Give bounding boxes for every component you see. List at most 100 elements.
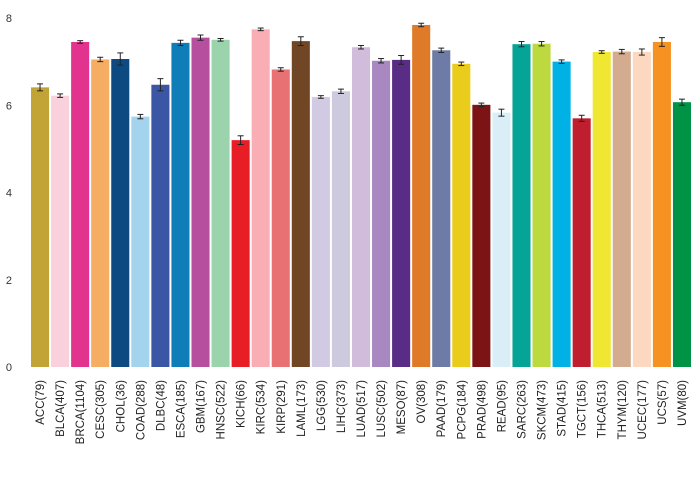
y-tick-label-6: 6 bbox=[6, 100, 12, 112]
bar-laml bbox=[291, 41, 310, 368]
bar-ucs bbox=[652, 41, 671, 368]
bar-coad bbox=[131, 116, 150, 367]
bar-meso bbox=[392, 59, 411, 367]
bar-kirp bbox=[271, 69, 290, 367]
error-bar-tgct bbox=[578, 114, 585, 122]
bar-chol bbox=[111, 59, 130, 367]
bar-skcm bbox=[532, 43, 551, 368]
bar-read bbox=[492, 112, 511, 367]
error-bar-lusc bbox=[378, 58, 385, 64]
error-bar-paad bbox=[438, 47, 445, 53]
x-tick-label: LUSC(502) bbox=[376, 380, 388, 438]
x-tick-label: SKCM(473) bbox=[537, 380, 549, 440]
bar-sarc bbox=[512, 44, 531, 368]
error-bar-kirc bbox=[257, 27, 264, 32]
x-tick-label: STAD(415) bbox=[557, 380, 569, 437]
x-tick-label: LUAD(517) bbox=[356, 380, 368, 438]
bar-prad bbox=[472, 104, 491, 367]
x-tick-label: KICH(66) bbox=[236, 380, 248, 428]
error-bar-pcpg bbox=[458, 61, 465, 67]
error-bar-uvm bbox=[678, 98, 685, 106]
y-tick-label-0: 0 bbox=[6, 362, 12, 374]
bar-thym bbox=[612, 51, 631, 368]
x-tick-label: OV(308) bbox=[416, 380, 428, 424]
y-tick-label-8: 8 bbox=[6, 13, 12, 25]
x-tick-label: KIRP(291) bbox=[276, 380, 288, 434]
bar-blca bbox=[51, 95, 70, 367]
x-tick-label: ACC(79) bbox=[35, 380, 47, 425]
x-tick-label: LIHC(373) bbox=[336, 380, 348, 433]
x-tick-label: GBM(167) bbox=[196, 380, 208, 433]
x-tick-label: DLBC(48) bbox=[155, 380, 167, 431]
x-tick-label: MESO(87) bbox=[396, 380, 408, 434]
bar-paad bbox=[432, 50, 451, 367]
bar-gbm bbox=[191, 37, 210, 367]
error-bar-blca bbox=[57, 93, 64, 98]
error-bar-gbm bbox=[197, 34, 204, 41]
x-tick-label: UCS(57) bbox=[657, 380, 669, 425]
error-bar-lihc bbox=[337, 88, 344, 94]
bar-cesc bbox=[91, 59, 110, 367]
error-bar-chol bbox=[117, 52, 124, 66]
error-bar-ucec bbox=[638, 48, 645, 56]
x-tick-label: CESC(305) bbox=[95, 380, 107, 439]
y-tick-label-4: 4 bbox=[6, 188, 12, 200]
error-bar-coad bbox=[137, 113, 144, 120]
x-tick-label: LAML(173) bbox=[296, 380, 308, 437]
bar-dlbc bbox=[151, 84, 170, 367]
x-tick-label: ESCA(185) bbox=[175, 380, 187, 438]
error-bar-sarc bbox=[518, 41, 525, 48]
error-bar-esca bbox=[177, 39, 184, 46]
error-bars bbox=[37, 22, 685, 146]
error-bar-prad bbox=[478, 102, 485, 108]
error-bar-hnsc bbox=[217, 38, 224, 42]
bar-pcpg bbox=[452, 63, 471, 368]
bar-lgg bbox=[311, 96, 330, 368]
x-tick-label: READ(95) bbox=[496, 380, 508, 433]
bar-luad bbox=[351, 47, 371, 367]
x-tick-label: LGG(530) bbox=[316, 380, 328, 431]
error-bar-thca bbox=[598, 50, 605, 54]
bar-uvm bbox=[672, 102, 691, 367]
bar-esca bbox=[171, 42, 190, 368]
bar-stad bbox=[552, 61, 571, 367]
error-bar-ov bbox=[418, 22, 425, 28]
bar-lusc bbox=[372, 60, 391, 367]
bar-ov bbox=[412, 24, 431, 367]
x-tick-label: PAAD(179) bbox=[436, 380, 448, 437]
bar-ucec bbox=[632, 52, 651, 368]
x-tick-label: BLCA(407) bbox=[55, 380, 67, 437]
x-tick-label: COAD(288) bbox=[135, 380, 147, 440]
x-tick-label: HNSC(522) bbox=[216, 380, 228, 440]
bar-acc bbox=[31, 87, 50, 368]
x-tick-label: PRAD(498) bbox=[476, 380, 488, 439]
error-bar-skcm bbox=[538, 41, 545, 47]
x-tick-label: CHOL(36) bbox=[115, 380, 127, 433]
error-bar-kirp bbox=[277, 67, 284, 72]
x-axis: ACC(79) BLCA(407) BRCA(1104) CESC(305) CHOL(… bbox=[35, 380, 689, 445]
x-tick-label: UCEC(177) bbox=[637, 380, 649, 440]
error-bar-stad bbox=[558, 59, 565, 64]
x-tick-label: THCA(513) bbox=[597, 380, 609, 438]
bars bbox=[31, 24, 691, 368]
x-tick-label: THYM(120) bbox=[617, 380, 629, 440]
error-bar-lgg bbox=[317, 95, 324, 99]
bar-brca bbox=[71, 41, 90, 368]
x-tick-label: PCPG(184) bbox=[456, 380, 468, 440]
error-bar-dlbc bbox=[157, 78, 164, 92]
bar-hnsc bbox=[211, 39, 230, 367]
error-bar-read bbox=[498, 108, 505, 117]
bar-kich bbox=[231, 140, 250, 367]
error-bar-luad bbox=[358, 44, 364, 50]
error-bar-kich bbox=[237, 135, 244, 146]
error-bar-acc bbox=[37, 83, 44, 92]
error-bar-cesc bbox=[97, 56, 104, 63]
x-tick-label: KIRC(534) bbox=[256, 380, 268, 434]
y-axis: 0 2 4 6 8 bbox=[6, 13, 12, 374]
error-bar-meso bbox=[398, 55, 405, 65]
bar-thca bbox=[592, 52, 611, 368]
x-tick-label: SARC(263) bbox=[516, 380, 528, 439]
error-bar-ucs bbox=[658, 37, 665, 47]
bar-lihc bbox=[331, 91, 350, 367]
